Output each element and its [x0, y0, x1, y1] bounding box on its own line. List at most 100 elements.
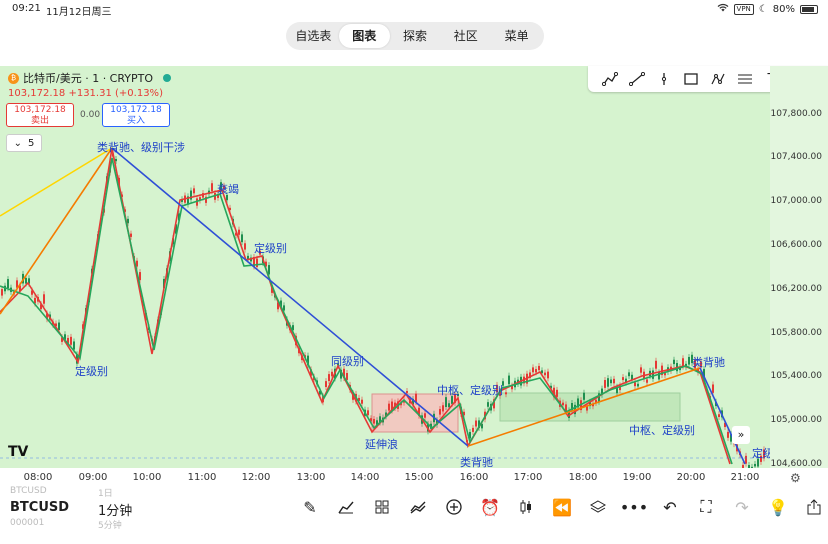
candle-body [64, 334, 66, 340]
annotation-level-1: 定级别 [254, 242, 287, 255]
chart-settings-icon[interactable]: ⚙ [790, 471, 801, 485]
fib-tool-icon[interactable] [731, 68, 758, 90]
candle-body [607, 378, 609, 387]
candle-body [622, 377, 624, 381]
fullscreen-icon[interactable]: ⛶ [700, 497, 712, 516]
candle-body [610, 379, 612, 384]
price-tick: 105,000.00 [770, 415, 822, 425]
bitcoin-icon: ₿ [8, 72, 19, 84]
path-tool-icon[interactable] [596, 68, 623, 90]
add-icon[interactable] [436, 494, 472, 520]
candle-body [691, 354, 693, 364]
status-bar: 09:21 11月12日周三 VPN ☾ 80% [0, 0, 828, 18]
candle-body [754, 463, 756, 467]
more-icon[interactable]: ••• [619, 497, 649, 517]
candle-body [592, 403, 594, 407]
rectangle-tool-icon[interactable] [677, 68, 704, 90]
candle-body [406, 390, 408, 393]
candle-body [358, 397, 360, 401]
candle-body [217, 194, 219, 198]
candle-body [280, 300, 282, 307]
candle-body [268, 265, 270, 275]
candle-body [367, 410, 369, 416]
candle-body [379, 416, 381, 423]
candle-body [598, 393, 600, 402]
tab-chart[interactable]: 图表 [338, 24, 390, 48]
candle-body [73, 341, 75, 350]
candle-body [277, 302, 279, 310]
symbol-header[interactable]: ₿ 比特币/美元 · 1 · CRYPTO [8, 70, 172, 86]
candle-body [376, 420, 378, 425]
candle-body [361, 399, 363, 404]
candle-body [418, 407, 420, 416]
buy-button[interactable]: 103,172.18 买入 [102, 103, 170, 127]
pen-icon[interactable]: ✎ [303, 497, 317, 517]
time-tick: 09:00 [78, 472, 108, 483]
tab-community[interactable]: 社区 [453, 29, 478, 43]
candle-body [727, 431, 729, 438]
candle-body [439, 409, 441, 415]
candle-body [16, 280, 18, 288]
candle-body [454, 394, 456, 403]
candle-body [550, 385, 552, 389]
sell-price: 103,172.18 [14, 105, 66, 115]
share-icon[interactable] [796, 494, 828, 520]
candle-type-icon[interactable] [508, 494, 544, 520]
candle-body [253, 256, 255, 267]
bottom-symbol-picker[interactable]: BTCUSD [10, 500, 70, 515]
redo-icon[interactable]: ↷ [735, 497, 749, 517]
pattern-tool-icon[interactable] [704, 68, 731, 90]
undo-icon[interactable]: ↶ [663, 497, 677, 517]
candle-body [46, 313, 48, 320]
sell-button[interactable]: 103,172.18 卖出 [6, 103, 74, 127]
candle-body [445, 397, 447, 407]
trend-line-tool-icon[interactable] [623, 68, 650, 90]
layers-icon[interactable] [580, 494, 616, 520]
battery-percent: 80% [772, 3, 795, 15]
time-tick: 16:00 [459, 472, 489, 483]
candle-body [124, 209, 126, 212]
idea-icon[interactable]: 💡 [768, 497, 788, 517]
vertical-line-tool-icon[interactable] [650, 68, 677, 90]
candle-body [343, 368, 345, 379]
candle-body [229, 207, 231, 211]
candle-body [19, 285, 21, 292]
price-change: +131.31 [68, 88, 112, 99]
stroke-line-red [0, 147, 731, 465]
candle-body [283, 305, 285, 311]
candle-body [187, 196, 189, 205]
price-tick: 106,600.00 [770, 240, 822, 250]
indicators-toggle[interactable]: ⌄ 5 [6, 134, 42, 152]
compare-icon[interactable] [400, 494, 436, 520]
main-nav-tabs: 自选表 图表 探索 社区 菜单 [286, 22, 544, 50]
candle-body [556, 389, 558, 397]
candle-body [478, 420, 480, 429]
scroll-to-latest-button[interactable]: » [732, 426, 750, 444]
candle-body [415, 393, 417, 402]
candle-body [181, 199, 183, 202]
candle-body [661, 365, 663, 376]
chart-canvas[interactable] [0, 66, 770, 474]
annotation-hub-level-1: 中枢、定级别 [437, 384, 503, 397]
time-axis[interactable]: 08:00 09:00 10:00 11:00 12:00 13:00 14:0… [0, 468, 828, 488]
price-tick: 104,600.00 [770, 459, 822, 469]
bottom-timeframe-picker[interactable]: 1分钟 [98, 504, 133, 519]
tab-menu[interactable]: 菜单 [504, 29, 529, 43]
bottom-icon-row: ✎ ⏰ ⏪ ••• ↶ ⛶ ↷ 💡 [292, 494, 828, 520]
indicators-icon[interactable] [328, 494, 364, 520]
bottom-toolbar [0, 488, 828, 544]
templates-icon[interactable] [364, 494, 400, 520]
candle-body [532, 367, 534, 373]
replay-icon[interactable]: ⏪ [552, 497, 572, 517]
status-time: 09:21 [12, 3, 41, 14]
candle-body [535, 369, 537, 373]
trend-line-orange-1 [0, 147, 113, 315]
tab-explore[interactable]: 探索 [402, 29, 427, 43]
candle-body [745, 455, 747, 464]
time-tick: 08:00 [23, 472, 53, 483]
price-axis[interactable]: 107,800.00 107,400.00 107,000.00 106,600… [770, 66, 828, 469]
alarm-icon[interactable]: ⏰ [480, 497, 500, 517]
candle-body [547, 371, 549, 379]
tab-watchlist[interactable]: 自选表 [295, 29, 332, 43]
candle-body [58, 322, 60, 330]
